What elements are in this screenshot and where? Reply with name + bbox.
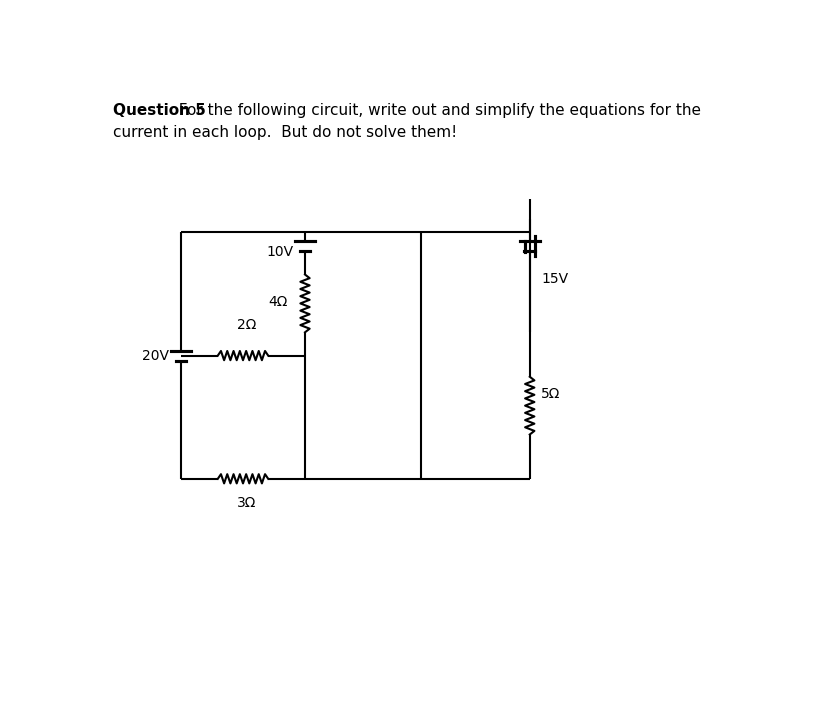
Text: 20V: 20V — [142, 348, 170, 363]
Text: current in each loop.  But do not solve them!: current in each loop. But do not solve t… — [112, 125, 457, 140]
Text: Question 5: Question 5 — [112, 103, 205, 118]
Text: 3Ω: 3Ω — [237, 496, 256, 510]
Text: 2Ω: 2Ω — [237, 319, 256, 333]
Text: 4Ω: 4Ω — [268, 294, 288, 309]
Text: For the following circuit, write out and simplify the equations for the: For the following circuit, write out and… — [170, 103, 700, 118]
Text: 15V: 15V — [541, 272, 568, 286]
Text: 10V: 10V — [266, 245, 293, 259]
Text: 5Ω: 5Ω — [541, 387, 560, 401]
